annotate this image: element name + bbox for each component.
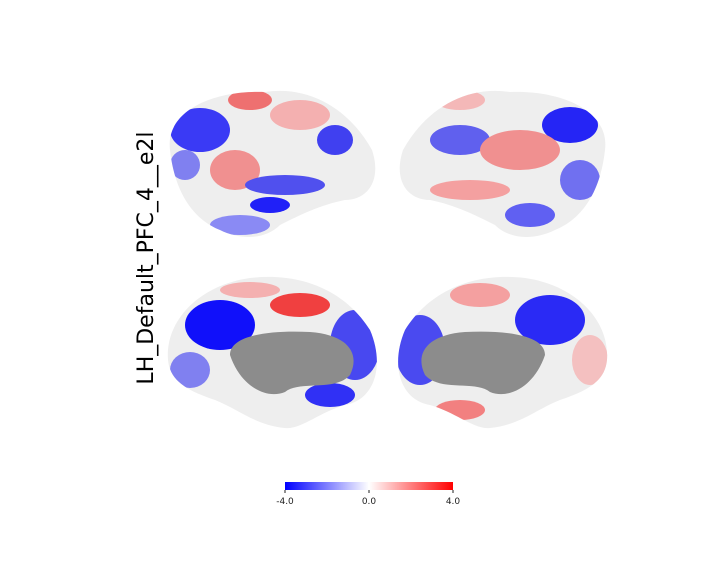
colorbar-tick-label: -4.0 — [276, 497, 294, 507]
colorbar — [285, 482, 453, 490]
brain-lateral-left — [169, 90, 376, 237]
colorbar-tick-label: 0.0 — [362, 497, 377, 507]
title: LH_Default_PFC_4__e2l — [134, 131, 159, 384]
brain-medial-left — [167, 276, 377, 429]
brain-lateral-right — [399, 90, 606, 237]
colorbar-tick-label: 4.0 — [446, 497, 461, 507]
brain-medial-right — [398, 276, 608, 429]
